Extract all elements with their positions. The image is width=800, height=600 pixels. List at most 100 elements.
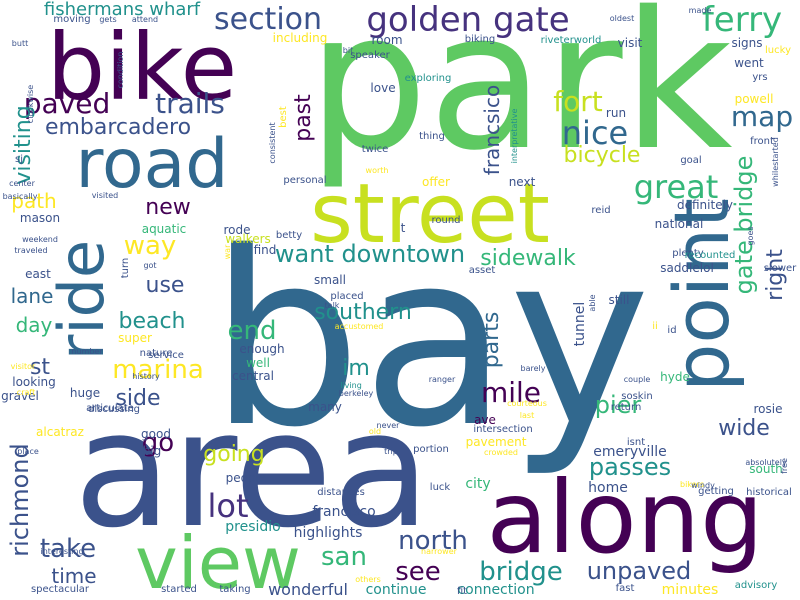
- cloud-word: use: [145, 273, 185, 298]
- cloud-word: recounted: [684, 250, 736, 261]
- cloud-word: continue: [365, 582, 427, 598]
- cloud-word: next: [508, 175, 536, 189]
- cloud-word: nice: [561, 114, 629, 152]
- cloud-word: moving: [53, 14, 91, 25]
- cloud-word: time: [51, 564, 97, 588]
- cloud-word: historical: [746, 487, 792, 498]
- cloud-word: goes: [746, 226, 755, 246]
- cloud-word: north: [398, 526, 468, 556]
- cloud-word: big: [142, 444, 162, 458]
- cloud-word: connection: [457, 582, 535, 598]
- cloud-word: fishermans wharf: [43, 0, 201, 20]
- cloud-word: offer: [422, 175, 450, 189]
- cloud-word: center: [9, 179, 35, 188]
- cloud-word: great: [633, 168, 719, 206]
- cloud-word: visitor: [10, 362, 36, 371]
- cloud-word: portion: [413, 444, 449, 455]
- cloud-word: t: [400, 221, 406, 235]
- cloud-word: isnt: [626, 437, 646, 448]
- cloud-word: bit: [342, 46, 354, 55]
- cloud-word: mason: [19, 211, 61, 225]
- cloud-word: end: [227, 316, 277, 346]
- cloud-word: saddlelol: [660, 261, 714, 275]
- cloud-word: living: [340, 381, 362, 390]
- cloud-word: courteous: [507, 399, 547, 408]
- cloud-word: consistent: [268, 122, 277, 164]
- cloud-word: love: [370, 81, 396, 95]
- cloud-word: ii: [652, 321, 658, 332]
- cloud-word: bicycle: [563, 143, 641, 168]
- cloud-word: san: [321, 542, 367, 572]
- cloud-word: home: [588, 480, 628, 496]
- cloud-word: goal: [680, 155, 702, 166]
- cloud-word: service: [148, 350, 184, 361]
- cloud-word: accustomed: [334, 322, 384, 331]
- cloud-word: park: [307, 0, 733, 192]
- cloud-word: rode: [223, 223, 251, 237]
- cloud-word: return: [610, 402, 642, 413]
- cloud-word: along: [486, 459, 764, 576]
- cloud-word: whilestarted: [771, 137, 780, 187]
- cloud-word: parts: [479, 311, 504, 369]
- cloud-word: interpretative: [510, 108, 519, 164]
- cloud-word: couple: [623, 375, 651, 384]
- cloud-word: side: [115, 386, 161, 411]
- cloud-word: place: [17, 447, 39, 456]
- cloud-word: embarcadero: [44, 115, 192, 140]
- cloud-word: visited: [91, 191, 119, 200]
- cloud-word: bike: [46, 14, 238, 121]
- cloud-word: powell: [734, 92, 774, 106]
- cloud-word: run: [605, 106, 627, 120]
- cloud-word: worth: [365, 166, 389, 175]
- cloud-word: luck: [429, 482, 451, 493]
- cloud-word: butt: [11, 39, 29, 48]
- cloud-word: well: [246, 356, 270, 370]
- cloud-word: clockwise: [26, 84, 35, 124]
- cloud-word: betty: [275, 230, 303, 241]
- cloud-word: round: [431, 215, 461, 226]
- cloud-word: weekend: [22, 235, 58, 244]
- cloud-word: im: [342, 356, 370, 381]
- cloud-word: still: [608, 293, 630, 307]
- cloud-word: gets: [99, 15, 117, 24]
- cloud-word: bay: [209, 200, 651, 480]
- cloud-word: highlights: [293, 525, 363, 541]
- cloud-word: nature: [139, 348, 173, 359]
- cloud-word: street: [310, 167, 550, 262]
- cloud-word: riveterworld: [540, 35, 602, 46]
- cloud-word: right: [763, 249, 788, 301]
- cloud-word: national: [654, 217, 704, 231]
- cloud-word: take: [39, 534, 97, 564]
- cloud-word: wonderful: [268, 580, 348, 599]
- cloud-word: east: [25, 267, 51, 281]
- cloud-word: traveled: [14, 246, 48, 255]
- cloud-word: fort: [553, 85, 603, 118]
- cloud-word: gravel: [1, 389, 39, 403]
- cloud-word: advisory: [734, 580, 778, 591]
- cloud-word: thing: [419, 131, 445, 142]
- cloud-word: past: [291, 94, 316, 142]
- cloud-word: history: [132, 372, 160, 381]
- cloud-word: s: [307, 444, 313, 453]
- cloud-word: people: [225, 471, 267, 485]
- cloud-word: golden gate: [366, 0, 570, 40]
- cloud-word: small: [314, 273, 346, 287]
- cloud-word: definitely: [676, 198, 734, 212]
- cloud-word: reid: [591, 205, 611, 216]
- cloud-word: aquatic: [141, 222, 187, 236]
- cloud-word: able: [588, 294, 597, 312]
- cloud-word: way: [123, 231, 177, 261]
- cloud-word: enough: [239, 342, 285, 356]
- cloud-word: richmond: [6, 443, 34, 557]
- cloud-word: going: [203, 442, 265, 467]
- cloud-word: many: [308, 400, 342, 414]
- cloud-word: barely: [520, 364, 546, 373]
- cloud-word: see: [395, 557, 441, 587]
- cloud-word: discussing: [87, 404, 141, 415]
- cloud-word: lot: [207, 487, 249, 525]
- cloud-word: personal: [283, 175, 327, 186]
- cloud-word: mile: [480, 376, 542, 409]
- cloud-word: francsico: [480, 84, 504, 176]
- cloud-word: soskin: [621, 391, 653, 402]
